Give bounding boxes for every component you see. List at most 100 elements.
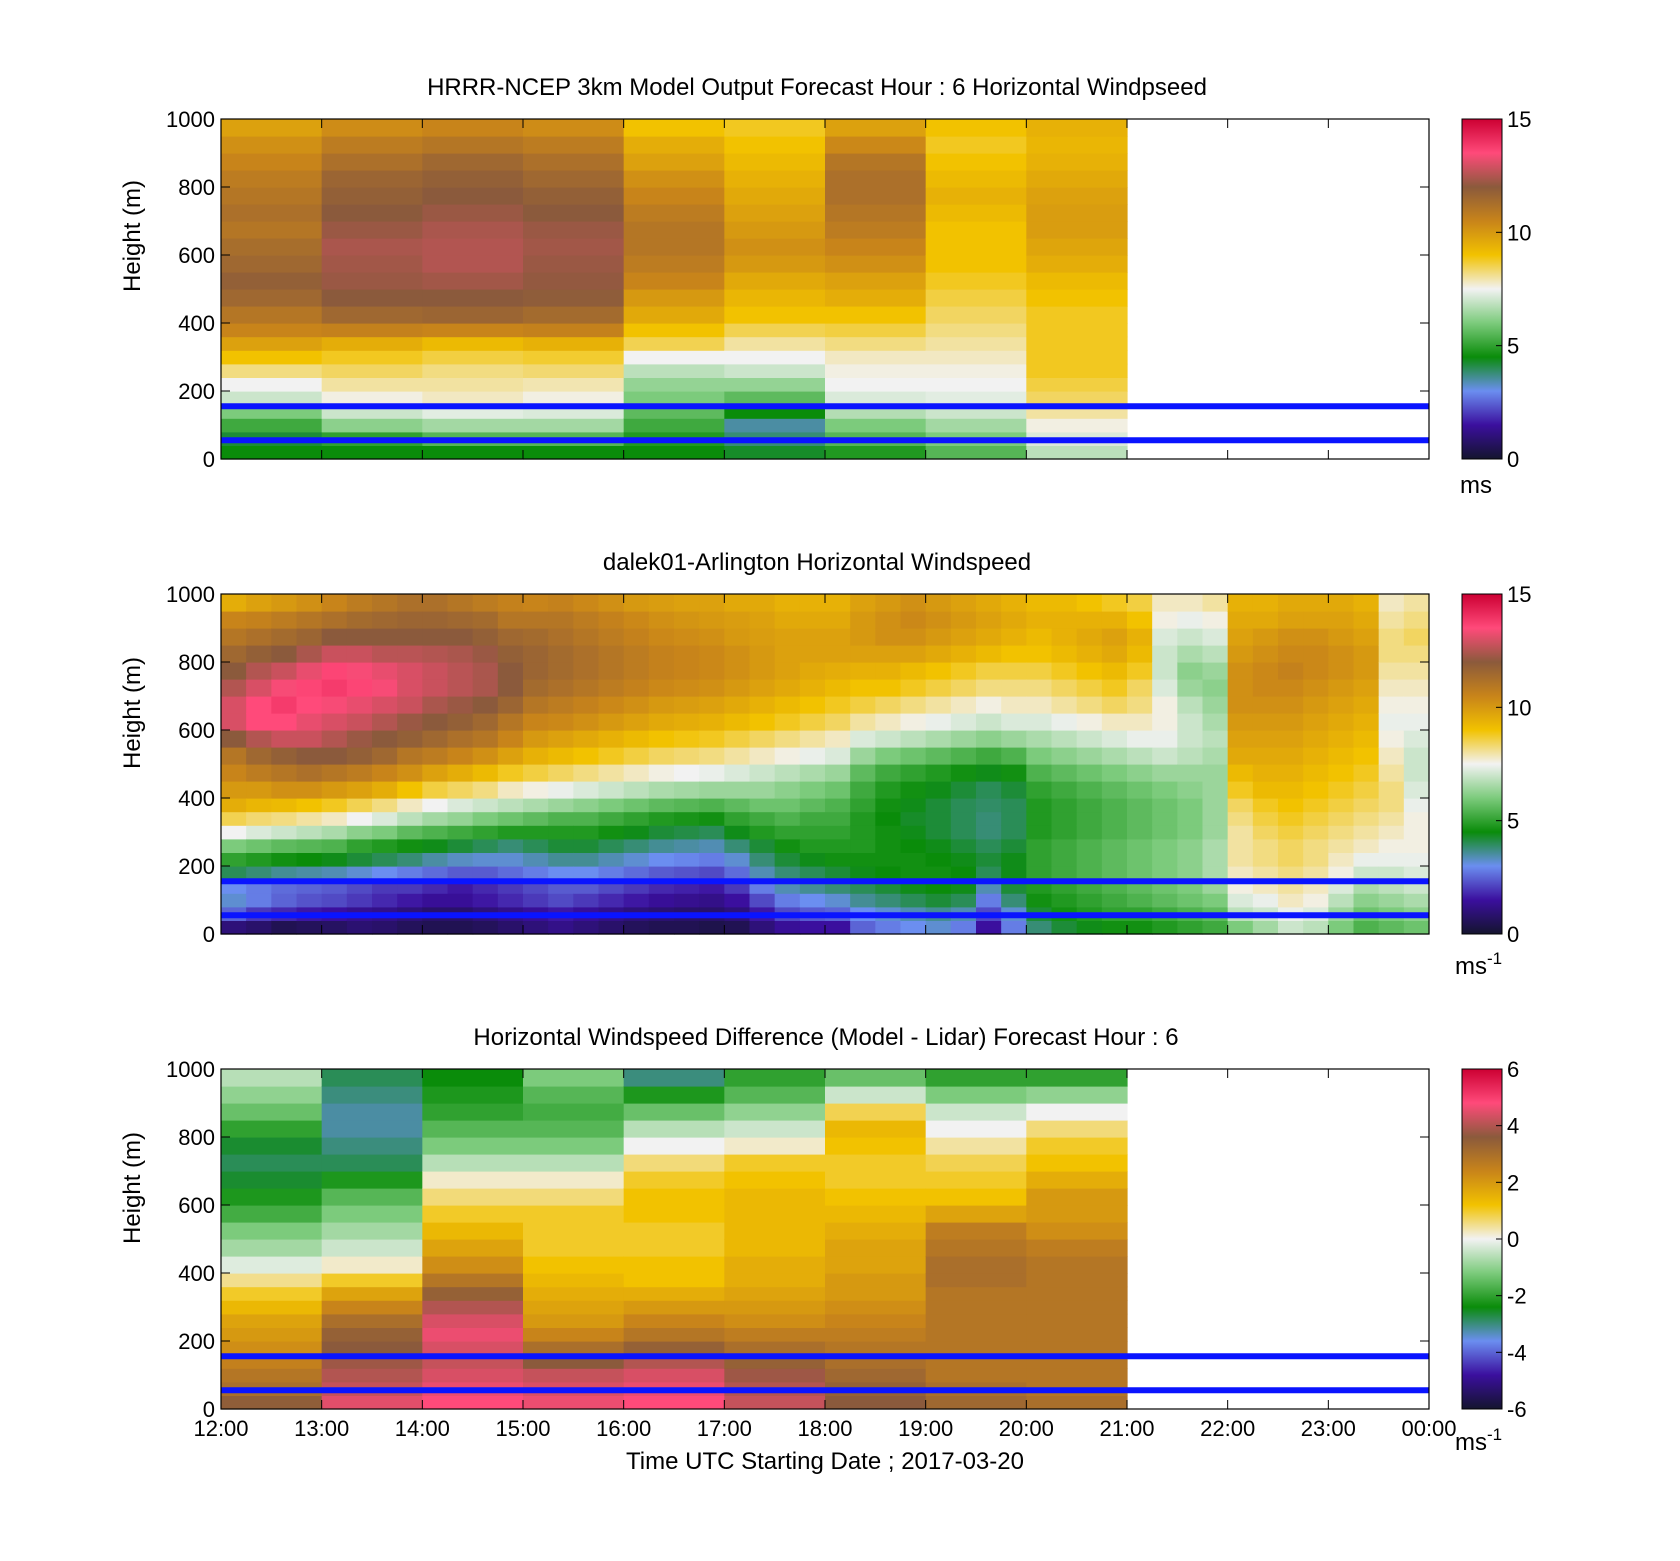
heatmap-cell [1303,893,1329,908]
heatmap-cell [724,645,751,663]
heatmap-cell [1127,628,1153,646]
heatmap-cell [950,781,977,799]
heatmap-cell [397,730,423,748]
heatmap-cell [1076,747,1103,765]
heatmap-cell [1378,852,1405,867]
heatmap-cell [497,920,524,935]
heatmap-cell [1303,696,1329,714]
heatmap-cell [1403,764,1430,782]
heatmap-cell [1353,747,1380,765]
heatmap-cell [321,289,423,307]
heatmap-cell [950,594,977,612]
heatmap-cell [598,920,625,935]
heatmap-cell [1152,594,1178,612]
heatmap-cell [925,1154,1027,1172]
heatmap-cell [497,611,524,629]
heatmap-cell [271,893,298,908]
heatmap-cell [523,1368,625,1383]
heatmap-cell [221,391,323,406]
heatmap-cell [1252,920,1279,935]
heatmap-cell [221,713,247,731]
x-tick-label: 19:00 [898,1416,953,1441]
heatmap-cell [724,1341,826,1356]
heatmap-cell [623,1171,725,1189]
heatmap-cell [623,238,725,256]
heatmap-cell [1378,662,1405,680]
colorbar-tick-label: -4 [1507,1340,1527,1365]
y-tick-label: 400 [178,311,215,336]
heatmap-cell [1353,838,1380,853]
heatmap-cell [925,336,1027,351]
heatmap-cell [799,838,826,853]
heatmap-cell [346,811,373,826]
heatmap-cell [925,1256,1027,1274]
heatmap-cell [623,221,725,239]
heatmap-cell [422,838,449,853]
heatmap-cell [321,418,423,433]
x-tick-label: 14:00 [395,1416,450,1441]
heatmap-cell [925,1222,1027,1240]
heatmap-cell [799,696,826,714]
heatmap-cell [749,852,776,867]
heatmap-cell [422,445,524,460]
heatmap-cell [397,798,423,813]
heatmap-cell [523,377,625,392]
heatmap-cell [372,866,398,881]
heatmap-cell [623,1395,725,1410]
heatmap-cell [1177,811,1204,826]
heatmap-cell [623,825,650,840]
heatmap-cell [1026,781,1053,799]
heatmap-cell [1152,662,1178,680]
heatmap-cell [623,1341,725,1356]
heatmap-cell [950,825,977,840]
heatmap-cell [1227,611,1254,629]
heatmap-cell [1101,781,1128,799]
heatmap-cell [523,119,625,137]
heatmap-cell [1101,611,1128,629]
heatmap-cell [523,852,549,867]
heatmap-cell [221,611,247,629]
heatmap-cell [850,811,876,826]
heatmap-cell [422,363,524,378]
heatmap-cell [422,336,524,351]
heatmap-cell [976,696,1002,714]
heatmap-cell [925,1395,1027,1410]
heatmap-cell [321,1256,423,1274]
heatmap-cell [1177,645,1204,663]
heatmap-cell [523,1205,625,1223]
heatmap-cell [221,153,323,171]
heatmap-cell [799,852,826,867]
heatmap-cell [1202,747,1229,765]
heatmap-cell [850,920,876,935]
heatmap-cell [749,838,776,853]
heatmap-cell [950,838,977,853]
heatmap-cell [1101,866,1128,881]
heatmap-cell [422,1327,524,1342]
heatmap-cell [548,920,574,935]
heatmap-cell [1252,696,1279,714]
heatmap-cell [1177,696,1204,714]
heatmap-cell [1051,662,1078,680]
heatmap-cell [422,1273,524,1288]
heatmap-cell [674,645,700,663]
heatmap-cell [346,893,373,908]
heatmap-cell [1303,730,1329,748]
heatmap-cell [1026,825,1053,840]
heatmap-cell [523,418,625,433]
heatmap-cell [623,747,650,765]
heatmap-cell [1127,645,1153,663]
heatmap-cell [1026,713,1053,731]
heatmap-cell [422,920,449,935]
heatmap-cell [1051,852,1078,867]
heatmap-cell [724,221,826,239]
heatmap-cell [825,679,851,697]
heatmap-cell [825,1256,927,1274]
heatmap-cell [321,866,348,881]
heatmap-cell [321,1313,423,1328]
colorbar-tick-label: 15 [1507,582,1531,607]
heatmap-cell [372,781,398,799]
heatmap-cell [523,255,625,273]
heatmap-cell [422,852,449,867]
reference-lines [221,403,1429,444]
heatmap-cell [1026,119,1128,137]
